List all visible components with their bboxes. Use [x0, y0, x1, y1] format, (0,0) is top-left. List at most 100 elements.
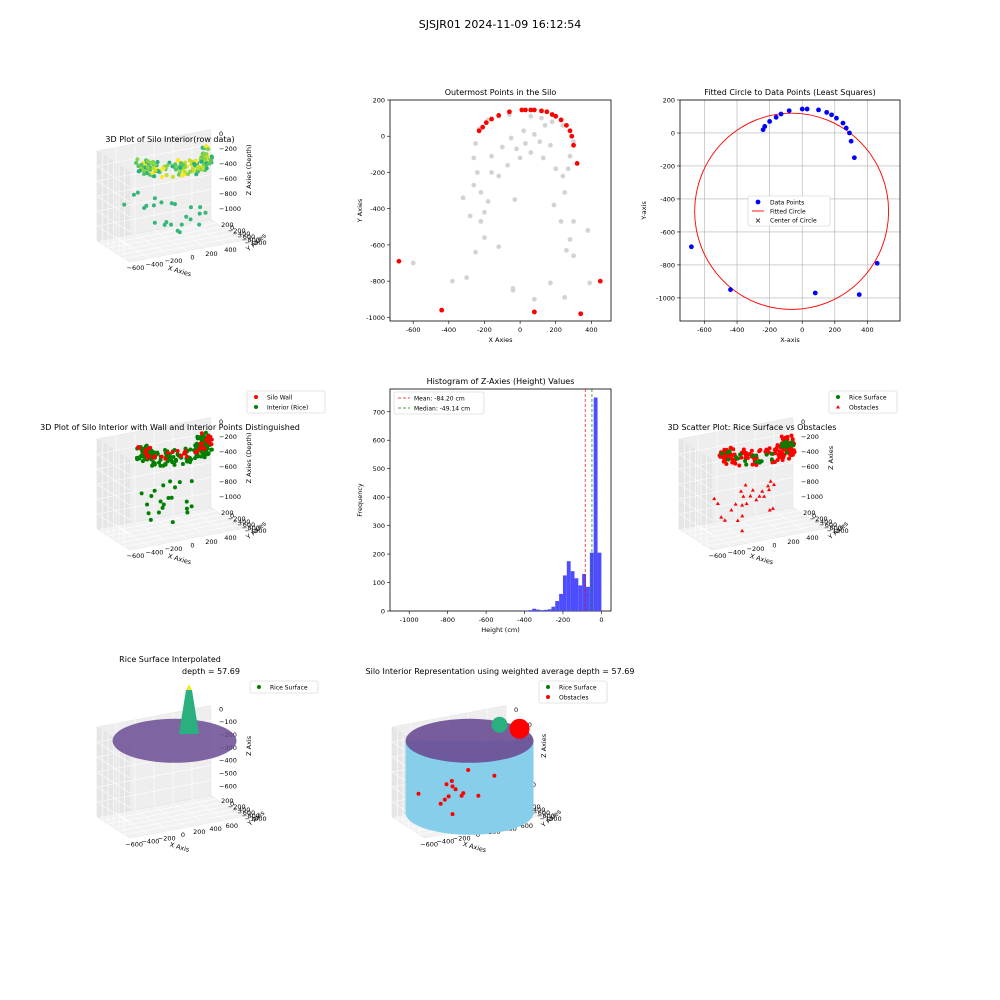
wall-point [195, 449, 200, 454]
gridline [96, 165, 131, 188]
hist-bar [566, 561, 571, 611]
rice-point [781, 444, 786, 449]
interior-point [168, 479, 173, 484]
point-all [523, 141, 528, 146]
x-axis-label: X Axies [167, 552, 193, 566]
z-tick-label: −1000 [219, 493, 241, 501]
interior-point [184, 499, 189, 504]
data-point [160, 175, 165, 180]
x-axis-label: Height (cm) [481, 626, 520, 634]
obstacle-point [442, 797, 447, 802]
interior-point [139, 454, 144, 459]
legend-label: Mean: -84.20 cm [414, 396, 465, 403]
data-point [197, 211, 202, 216]
data-point [840, 120, 846, 126]
z-tick-label: −600 [801, 463, 819, 471]
data-point [177, 170, 182, 175]
interior-point [140, 459, 145, 464]
data-point [206, 161, 211, 166]
x-tick-label: 0 [518, 326, 522, 334]
data-point [209, 154, 214, 159]
data-point [151, 203, 156, 208]
chart-title: Silo Interior Representation using weigh… [366, 667, 635, 676]
x-tick-label: −200 [158, 834, 176, 842]
data-point [728, 287, 733, 293]
x-tick-label: 200 [550, 326, 562, 334]
legend-label: Rice Surface [849, 395, 887, 402]
obstacle-point [771, 482, 776, 486]
rice-point [754, 453, 759, 458]
obstacle-point [770, 460, 775, 465]
hist-bar [539, 610, 544, 611]
y-tick-label: −200 [228, 227, 246, 235]
rice-point [791, 443, 796, 448]
rice-point [754, 460, 759, 465]
x-tick-label: 0 [190, 541, 194, 549]
y-tick-label: 300 [373, 522, 385, 530]
x-tick-label: −600 [127, 552, 145, 560]
point-outermost [597, 278, 603, 284]
x-tick-label: -1000 [400, 616, 419, 624]
interior-point [189, 504, 194, 509]
data-point [201, 166, 206, 171]
obstacle-point [735, 518, 740, 523]
interior-point [171, 454, 176, 459]
x-tick-label: 400 [209, 825, 221, 833]
data-point [179, 222, 184, 227]
y-tick-label: −600 [819, 521, 837, 529]
point-outermost [531, 309, 537, 315]
obstacle-point [446, 794, 451, 799]
point-outermost [439, 307, 445, 313]
z-tick-label: 0 [219, 130, 223, 138]
interior-point [205, 452, 210, 457]
point-all [474, 170, 480, 175]
obstacle-point [744, 501, 749, 506]
x-tick-label: −200 [165, 257, 183, 265]
z-tick-label: −500 [219, 770, 237, 778]
rice-point [785, 444, 790, 449]
obstacle-point [741, 494, 746, 498]
x-tick-label: 0 [772, 541, 776, 549]
gridline [96, 432, 212, 455]
obstacle-point [731, 460, 736, 465]
chart-subtitle: depth = 57.69 [182, 667, 240, 676]
obstacle-point [770, 506, 775, 510]
obstacle-point [722, 447, 727, 452]
data-point [169, 222, 174, 227]
gridline [96, 741, 131, 764]
point-all [471, 155, 477, 161]
data-point [190, 166, 195, 171]
gridline [684, 510, 799, 533]
hist-bar [574, 578, 579, 611]
y-tick-label: −400 [233, 518, 251, 526]
data-point [829, 112, 834, 118]
data-point [135, 190, 140, 195]
wall-point [170, 450, 175, 455]
obstacle-point [453, 787, 458, 792]
x-tick-label: 200 [205, 538, 217, 546]
obstacle-point [777, 455, 782, 460]
obstacle-point [450, 784, 455, 789]
y-tick-label: 0 [671, 129, 675, 137]
data-point [206, 147, 211, 152]
data-point [150, 171, 155, 176]
legend-label: Median: -49.14 cm [414, 406, 470, 413]
x-tick-label: 200 [193, 828, 205, 836]
wall-point [206, 441, 211, 446]
y-tick-label: -800 [370, 278, 385, 286]
x-tick-label: -800 [440, 616, 455, 624]
x-tick-label: 0 [476, 831, 480, 839]
y-tick-label: -600 [660, 228, 675, 236]
point-all [467, 213, 473, 219]
point-all [549, 119, 555, 125]
data-point [848, 138, 854, 144]
data-point [843, 125, 849, 131]
point-all [517, 155, 523, 161]
rice-point [764, 452, 769, 457]
interior-point [173, 485, 178, 490]
point-all [521, 128, 527, 134]
y-tick-label: 200 [663, 97, 675, 105]
